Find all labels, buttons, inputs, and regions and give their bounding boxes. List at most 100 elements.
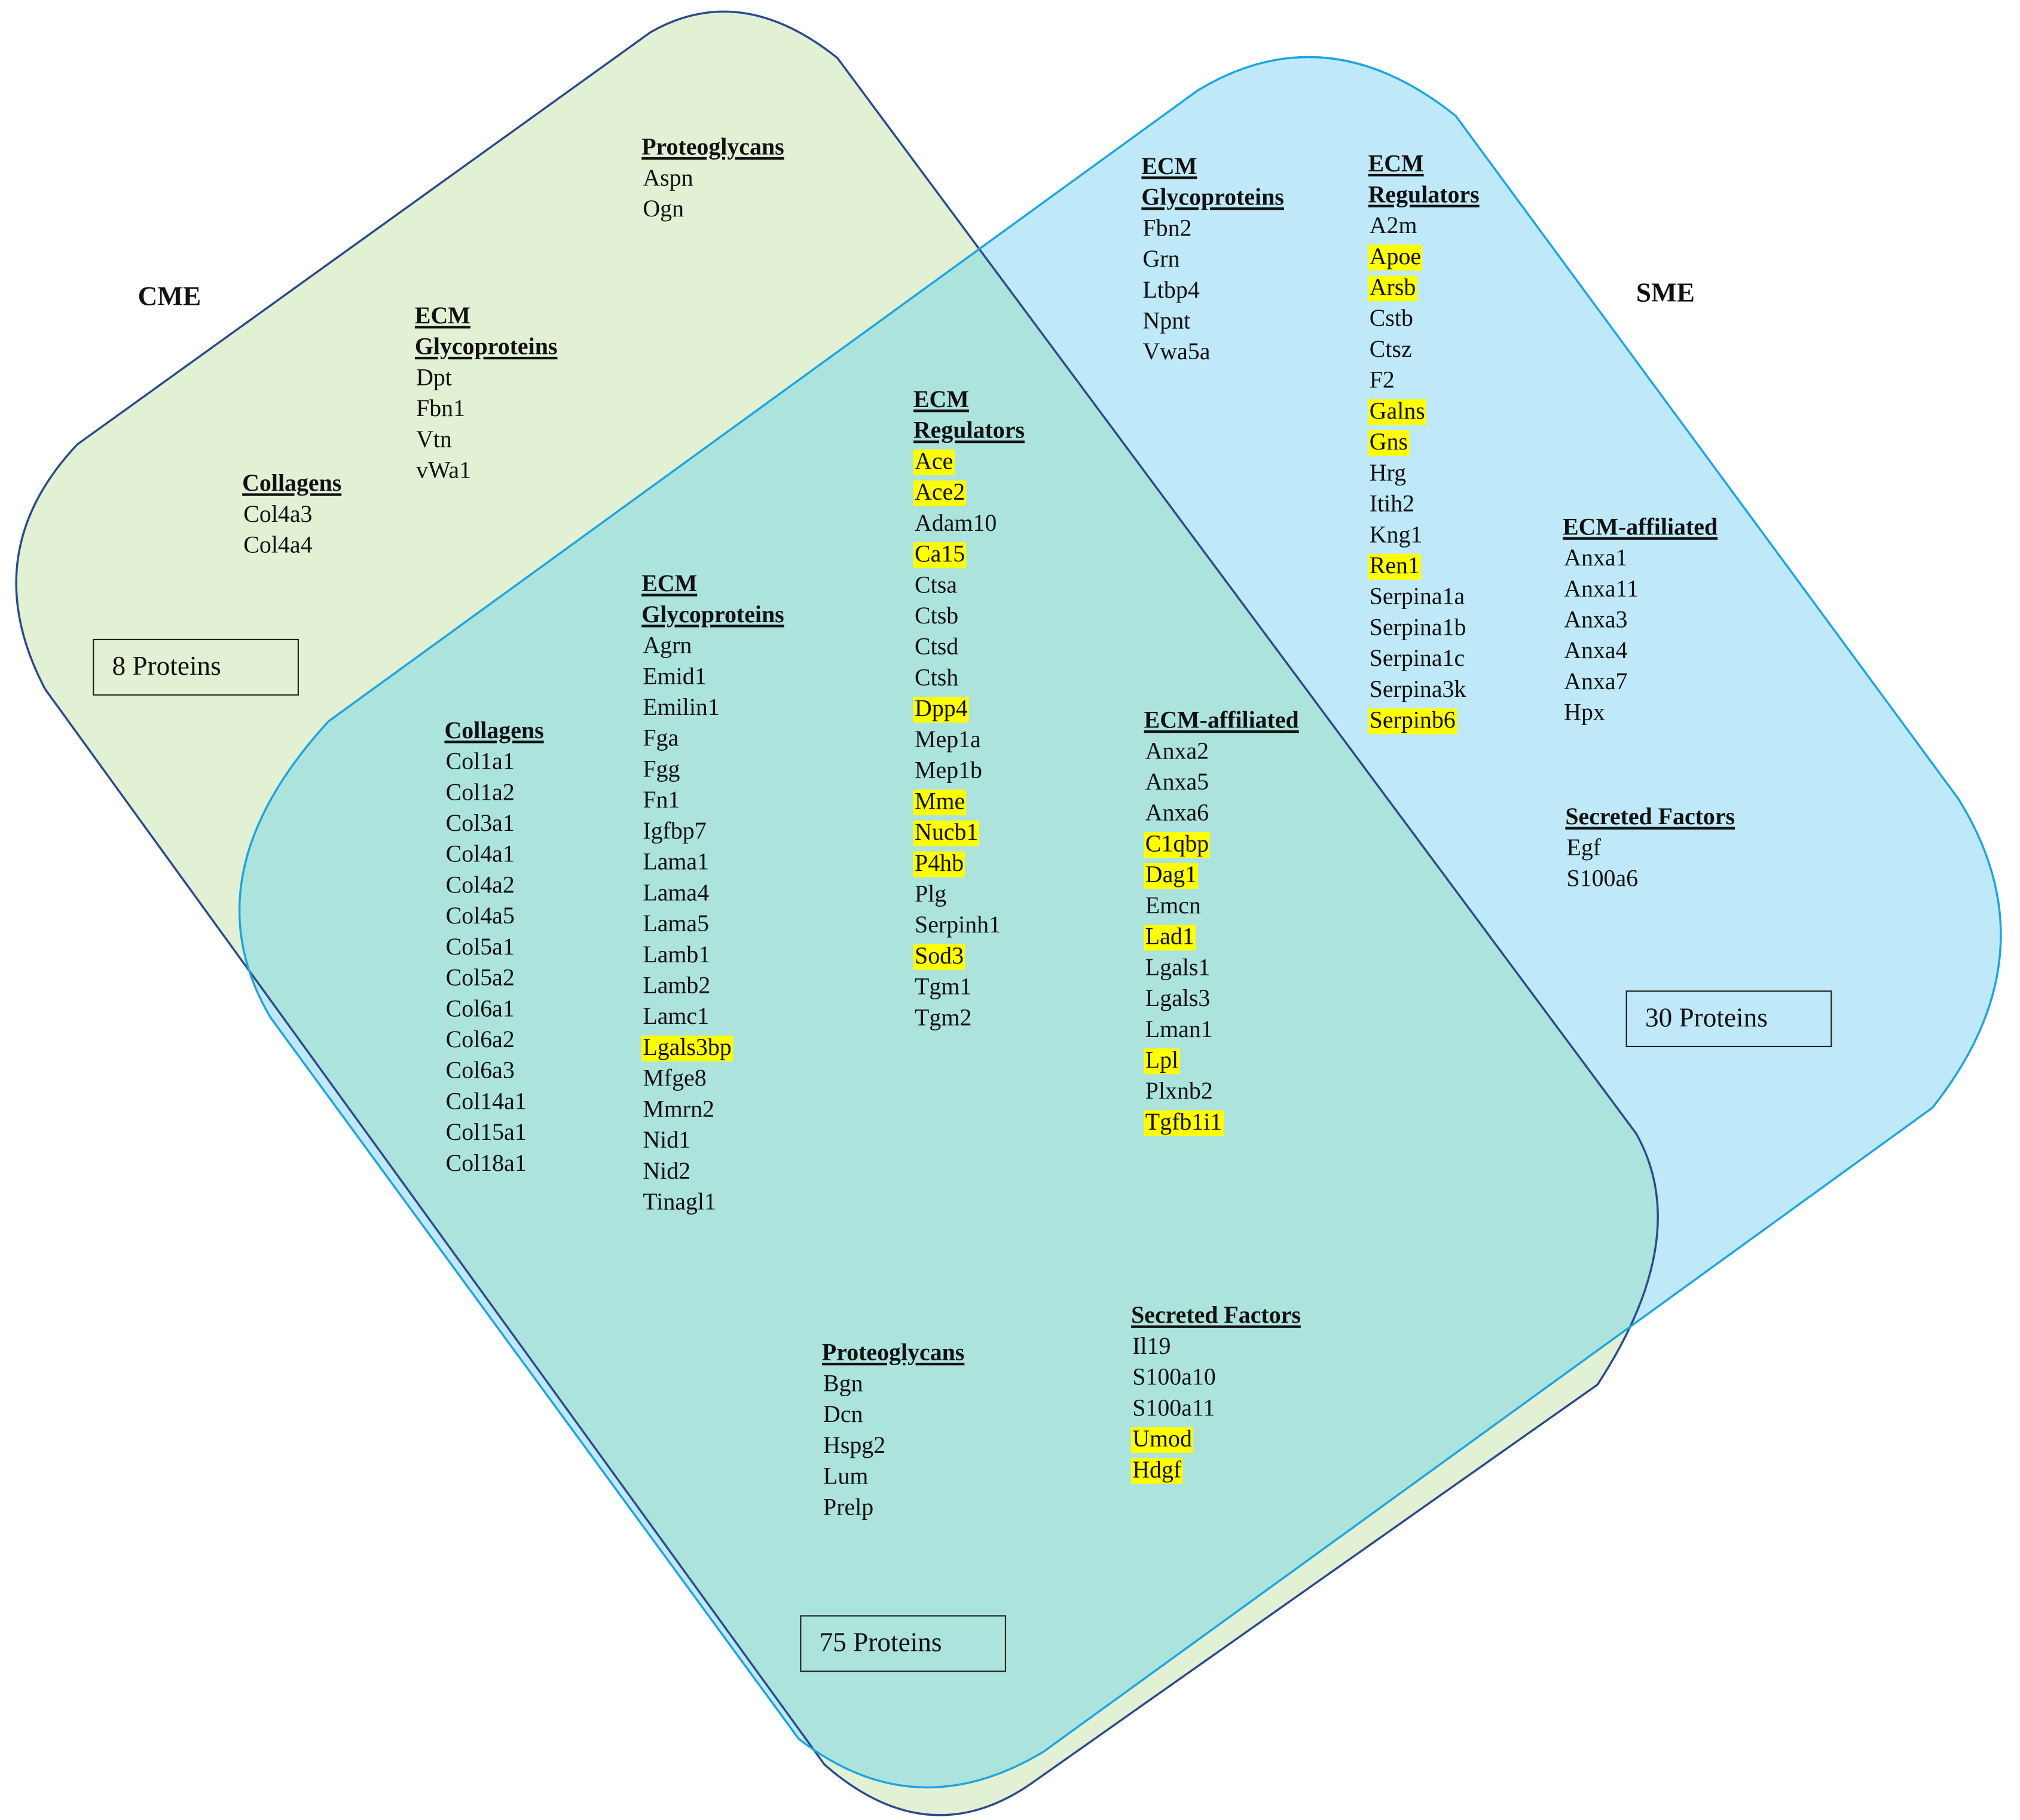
protein-item: Fbn2 — [1141, 214, 1283, 245]
group-shared-secreted: Secreted Factors Il19 S100a10 S100a11 Umod Hd… — [1131, 1301, 1301, 1486]
protein-item: Lum — [822, 1462, 964, 1493]
protein-item: Cstb — [1368, 304, 1480, 335]
protein-name: Ctsh — [915, 666, 959, 692]
protein-item: Anxa2 — [1144, 737, 1299, 768]
protein-item: Col5a1 — [444, 932, 543, 963]
protein-name: Lgals3 — [1145, 986, 1211, 1013]
shared-count-box: 75 Proteins — [800, 1615, 1007, 1672]
protein-name: Nid1 — [643, 1128, 691, 1154]
protein-name: Mme — [913, 790, 967, 816]
protein-name: Col4a1 — [445, 842, 515, 868]
protein-item: Igfbp7 — [641, 816, 784, 848]
sme-label: SME — [1636, 277, 1695, 308]
protein-name: Col4a5 — [445, 904, 515, 930]
protein-name: Col4a4 — [243, 533, 313, 559]
protein-item: Ctsz — [1368, 335, 1480, 366]
protein-item: Serpinh1 — [913, 911, 1025, 942]
protein-name: Sod3 — [913, 944, 965, 970]
protein-item-highlighted: Ca15 — [913, 540, 1025, 571]
protein-name: Mep1a — [915, 727, 981, 754]
protein-item: Col1a1 — [444, 747, 543, 778]
protein-name: Col6a3 — [445, 1059, 515, 1085]
group-shared-regulators: ECM Regulators Ace Ace2 Adam10 Ca15 Ctsa Ctsb C… — [913, 385, 1025, 1034]
protein-item-highlighted: C1qbp — [1144, 830, 1299, 861]
protein-item: Npnt — [1141, 307, 1283, 338]
protein-name: Agrn — [643, 634, 692, 660]
protein-name: Col6a2 — [445, 1027, 515, 1054]
protein-item: Ctsa — [913, 571, 1025, 602]
protein-item: Vtn — [415, 425, 557, 456]
protein-item: Lamc1 — [641, 1002, 784, 1033]
protein-item-highlighted: Ace2 — [913, 478, 1025, 509]
group-heading: ECM Glycoproteins — [414, 304, 558, 361]
protein-name: Anxa2 — [1145, 739, 1209, 766]
protein-name: vWa1 — [416, 458, 472, 485]
protein-item-highlighted: Nucb1 — [913, 818, 1025, 849]
protein-item: Hrg — [1368, 458, 1480, 490]
protein-item: Serpina1a — [1368, 582, 1480, 613]
protein-item: Anxa1 — [1563, 543, 1718, 574]
group-heading: Proteoglycans — [821, 1341, 965, 1367]
protein-item: Lgals3 — [1144, 984, 1299, 1015]
protein-item: Col18a1 — [444, 1149, 543, 1180]
protein-item: Mmrn2 — [641, 1095, 784, 1126]
protein-name: Lad1 — [1144, 925, 1196, 951]
protein-item: Col4a3 — [242, 500, 341, 531]
protein-item-highlighted: Gns — [1368, 427, 1480, 458]
protein-item-highlighted: Tgfb1i1 — [1144, 1108, 1299, 1139]
group-heading: ECM Regulators — [913, 387, 1025, 445]
group-cme-glycoproteins: ECM Glycoproteins Dpt Fbn1 Vtn vWa1 — [415, 301, 557, 487]
group-shared-affiliated: ECM-affiliated Anxa2 Anxa5 Anxa6 C1qbp Dag1 Em… — [1144, 706, 1299, 1139]
protein-name: Prelp — [823, 1495, 874, 1522]
protein-item: Emcn — [1144, 891, 1299, 922]
protein-name: Ltbp4 — [1142, 278, 1200, 304]
protein-name: Hdgf — [1131, 1458, 1183, 1484]
protein-item: Lamb2 — [641, 971, 784, 1002]
protein-name: Plg — [915, 882, 947, 909]
protein-name: Aspn — [643, 166, 693, 192]
protein-item: Nid2 — [641, 1157, 784, 1188]
protein-name: Serpinh1 — [915, 913, 1001, 939]
protein-name: Arsb — [1368, 276, 1417, 302]
protein-name: F2 — [1369, 368, 1395, 394]
protein-item: Bgn — [822, 1369, 964, 1400]
protein-item: Hpx — [1563, 698, 1718, 729]
protein-item-highlighted: Lpl — [1144, 1046, 1299, 1077]
protein-item: Anxa6 — [1144, 799, 1299, 830]
protein-name: Egf — [1566, 836, 1602, 862]
protein-item: Lama4 — [641, 879, 784, 910]
protein-name: Anxa7 — [1564, 669, 1628, 696]
protein-name: Anxa3 — [1564, 608, 1628, 634]
protein-name: Lum — [823, 1464, 869, 1491]
protein-name: Lman1 — [1145, 1017, 1213, 1044]
group-shared-collagens: Collagens Col1a1 Col1a2 Col3a1 Col4a1 Col4a2 C… — [444, 716, 543, 1180]
protein-name: Lama4 — [643, 881, 710, 907]
protein-name: Gns — [1368, 430, 1410, 456]
protein-name: Tgfb1i1 — [1144, 1110, 1224, 1136]
protein-name: Mmrn2 — [643, 1097, 714, 1124]
protein-name: Col14a1 — [445, 1090, 527, 1116]
protein-item: Agrn — [641, 631, 784, 662]
protein-name: Anxa4 — [1564, 638, 1628, 665]
protein-name: Nid2 — [643, 1159, 691, 1185]
protein-item: Kng1 — [1368, 521, 1480, 552]
protein-item: Col6a3 — [444, 1056, 543, 1087]
protein-item: F2 — [1368, 366, 1480, 397]
protein-name: Npnt — [1142, 309, 1191, 335]
protein-name: Emilin1 — [643, 695, 720, 721]
group-heading: Collagens — [242, 471, 342, 497]
protein-name: Serpinb6 — [1368, 708, 1457, 735]
group-heading: ECM-affiliated — [1563, 515, 1718, 542]
protein-item: Lama5 — [641, 909, 784, 940]
protein-item-highlighted: Serpinb6 — [1368, 706, 1480, 737]
protein-name: Col5a2 — [445, 966, 515, 992]
protein-item: Anxa4 — [1563, 637, 1718, 668]
protein-name: Fbn1 — [416, 396, 466, 423]
protein-item: Lamb1 — [641, 940, 784, 971]
protein-item: Emid1 — [641, 662, 784, 693]
protein-item: Mep1b — [913, 756, 1025, 787]
group-heading: ECM Regulators — [1368, 152, 1480, 209]
protein-name: Col3a1 — [445, 811, 515, 837]
protein-item: Anxa11 — [1563, 574, 1718, 605]
